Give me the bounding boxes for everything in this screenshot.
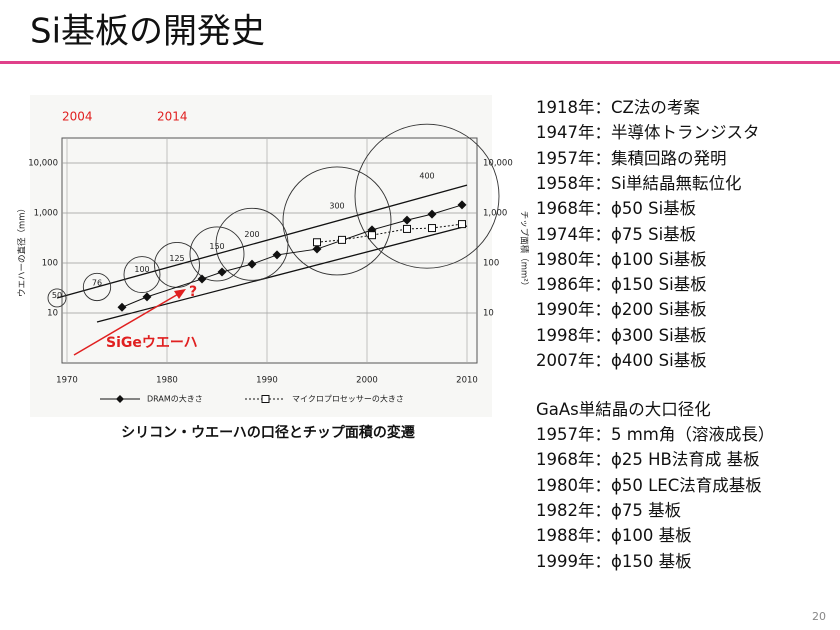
slide-title: Si基板の開発史 bbox=[30, 12, 265, 52]
annotation: 2004 bbox=[62, 110, 93, 124]
x-tick-label: 2000 bbox=[356, 376, 378, 386]
x-tick-label: 1970 bbox=[56, 376, 78, 386]
dram-point bbox=[142, 292, 152, 302]
timeline-item: 1918年：CZ法の考案 bbox=[536, 98, 700, 117]
dram-point bbox=[312, 244, 322, 254]
x-tick-label: 2010 bbox=[456, 376, 478, 386]
legend-label: マイクロプロセッサーの大きさ bbox=[292, 394, 404, 404]
wafer-circle bbox=[82, 272, 112, 302]
cpu-point bbox=[428, 224, 436, 233]
dram-point bbox=[117, 302, 127, 312]
cpu-point bbox=[458, 220, 466, 229]
timeline-item: 1990年：ϕ200 Si基板 bbox=[536, 300, 707, 320]
title-rule bbox=[0, 61, 840, 64]
cpu-point bbox=[368, 231, 376, 240]
legend-marker bbox=[261, 395, 270, 403]
timeline-item: 2007年：ϕ400 Si基板 bbox=[536, 351, 707, 370]
y-tick-label: 100 bbox=[42, 259, 58, 269]
dram-point bbox=[427, 209, 437, 219]
wafer-label: 400 bbox=[419, 172, 434, 181]
timeline-item: 1998年：ϕ300 Si基板 bbox=[536, 325, 707, 345]
x-tick-label: 1980 bbox=[156, 376, 178, 386]
wafer-circle bbox=[354, 123, 500, 269]
y2-tick-label: 10,000 bbox=[483, 159, 513, 169]
y-tick-label: 1,000 bbox=[34, 209, 58, 219]
wafer-label: 100 bbox=[134, 265, 149, 274]
timeline-item: 1957年：集積回路の発明 bbox=[536, 148, 727, 168]
wafer-label: 200 bbox=[244, 230, 259, 239]
annotation: 2014 bbox=[157, 110, 188, 124]
wafer-circle bbox=[123, 256, 161, 294]
plot-frame bbox=[61, 137, 478, 364]
timeline-item: 1999年：ϕ150 基板 bbox=[536, 551, 692, 571]
cpu-point bbox=[313, 238, 321, 247]
cpu-point bbox=[338, 235, 346, 244]
y2-tick-label: 10 bbox=[483, 309, 494, 319]
legend-label: DRAMの大きさ bbox=[147, 394, 203, 404]
dram-point bbox=[272, 250, 282, 260]
y2-tick-label: 100 bbox=[483, 259, 499, 269]
dram-point bbox=[457, 200, 467, 210]
timeline-item: 1958年：Si単結晶無転位化 bbox=[536, 173, 742, 193]
timeline-item: 1968年：ϕ50 Si基板 bbox=[536, 199, 697, 219]
timeline-item: 1986年：ϕ150 Si基板 bbox=[536, 275, 707, 295]
timeline-item: 1982年：ϕ75 基板 bbox=[536, 500, 682, 520]
y-tick-label: 10,000 bbox=[28, 159, 58, 169]
wafer-label: 76 bbox=[92, 279, 102, 288]
dram-point bbox=[247, 259, 257, 269]
figure-caption: シリコン・ウエーハの口径とチップ面積の変遷 bbox=[121, 424, 415, 441]
figure-bg bbox=[30, 95, 492, 417]
wafer-circle bbox=[189, 226, 245, 282]
wafer-circle bbox=[47, 288, 67, 308]
wafer-label: 125 bbox=[169, 254, 184, 263]
series-line bbox=[316, 223, 463, 243]
timeline-item: 1980年：ϕ50 LEC法育成基板 bbox=[536, 475, 762, 495]
y-tick-label: 10 bbox=[47, 309, 58, 319]
timeline-item: 1957年：5 mm角（溶液成長） bbox=[536, 425, 775, 444]
timeline-item: 1974年：ϕ75 Si基板 bbox=[536, 224, 697, 244]
x-tick-label: 1990 bbox=[256, 376, 278, 386]
trend-line bbox=[56, 184, 468, 299]
y2-tick-label: 1,000 bbox=[483, 209, 507, 219]
wafer-circle bbox=[282, 166, 392, 276]
timeline-item: 1988年：ϕ100 基板 bbox=[536, 526, 692, 546]
timeline-item: 1980年：ϕ100 Si基板 bbox=[536, 249, 707, 269]
legend-marker bbox=[116, 395, 124, 403]
timeline-heading: GaAs単結晶の大口径化 bbox=[536, 400, 711, 419]
wafer-label: 150 bbox=[209, 242, 224, 251]
wafer-label: 300 bbox=[329, 201, 344, 210]
figure: 10 10 100 100 1,000 1,000 10,000 10,000 1970 1980… bbox=[17, 110, 530, 442]
timeline-item: 1968年：ϕ25 HB法育成 基板 bbox=[536, 450, 760, 470]
timeline-item: 1947年：半導体トランジスタ bbox=[536, 123, 760, 143]
wafer-label: 50 bbox=[52, 291, 62, 300]
cpu-point bbox=[403, 224, 411, 233]
annotation: SiGeウエーハ bbox=[106, 335, 198, 351]
dram-point bbox=[197, 274, 207, 284]
annotation-arrow bbox=[73, 292, 181, 356]
dram-point bbox=[402, 215, 412, 225]
y-axis-label: ウエハーの直径（mm） bbox=[17, 204, 28, 297]
annotation: ? bbox=[189, 284, 197, 300]
annotation-arrowhead bbox=[174, 289, 186, 299]
y2-axis-label: チップ面積（mm²） bbox=[519, 211, 530, 290]
dram-point bbox=[217, 267, 227, 277]
page-number: 20 bbox=[812, 610, 826, 623]
